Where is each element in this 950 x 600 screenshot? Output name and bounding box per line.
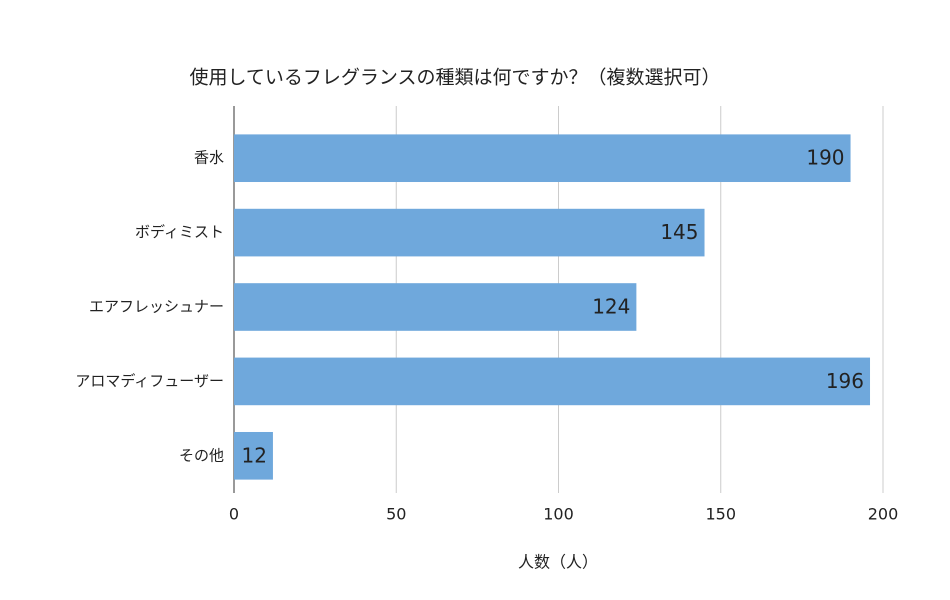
bar <box>234 431 273 480</box>
x-tick-label: 200 <box>868 505 899 524</box>
chart-title: 使用しているフレグランスの種類は何ですか？（複数選択可） <box>189 67 720 89</box>
y-tick-label: エアフレッシュナー <box>89 298 224 316</box>
data-label: 145 <box>660 220 698 244</box>
bar <box>234 208 705 257</box>
x-tick-label: 50 <box>386 505 406 524</box>
bar <box>234 357 871 406</box>
x-axis-label: 人数（人） <box>518 553 598 572</box>
bar <box>234 283 637 331</box>
data-label: 124 <box>592 295 630 319</box>
data-label: 196 <box>826 369 864 393</box>
y-tick-label: 香水 <box>194 149 224 167</box>
data-label: 12 <box>241 443 266 467</box>
x-tick-label: 0 <box>229 505 239 524</box>
data-label: 190 <box>806 146 844 170</box>
x-tick-label: 100 <box>543 505 574 524</box>
y-tick-label: アロマディフューザー <box>75 372 224 390</box>
x-tick-label: 150 <box>705 505 736 524</box>
bar <box>234 134 851 183</box>
y-tick-label: ボディミスト <box>135 223 224 241</box>
y-tick-label: その他 <box>179 446 224 464</box>
